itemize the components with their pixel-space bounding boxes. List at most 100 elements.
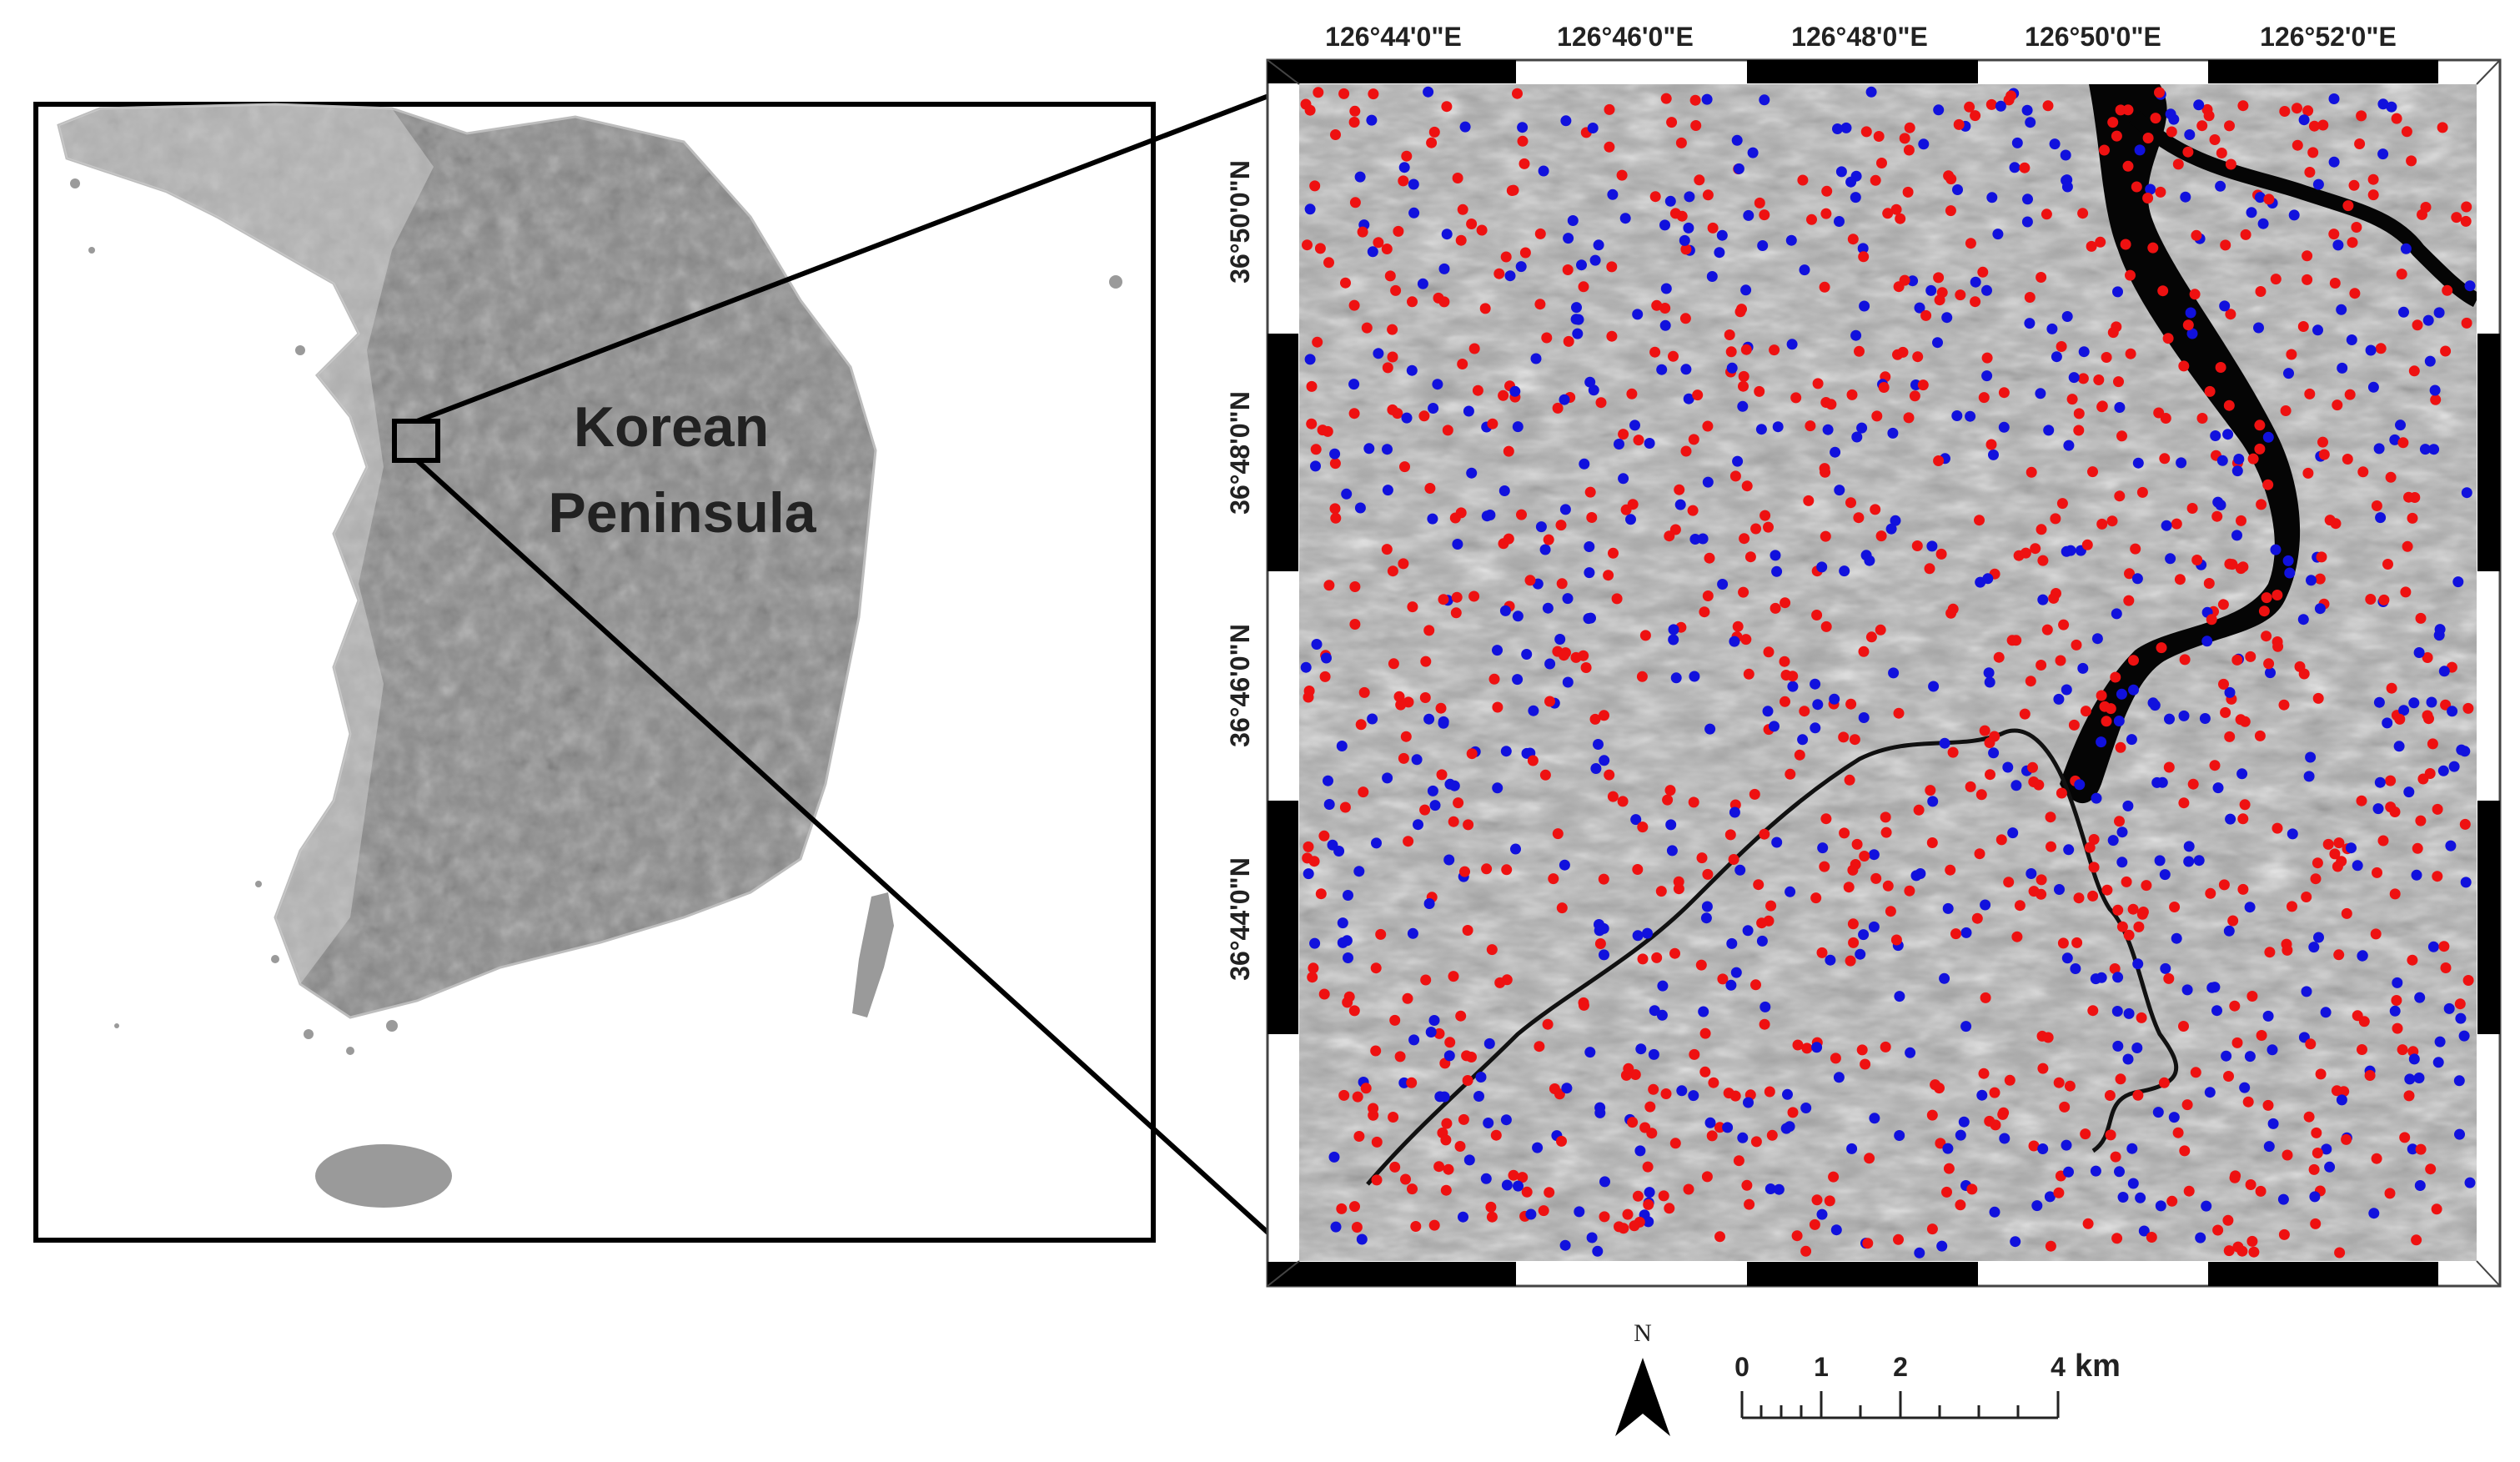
sample-point-blue bbox=[1530, 353, 1542, 364]
sample-point-red bbox=[2286, 349, 2297, 360]
sample-point-red bbox=[1604, 103, 1615, 115]
sample-point-blue bbox=[1701, 901, 1713, 912]
sample-point-blue bbox=[1976, 1089, 1988, 1101]
sample-point-red bbox=[2011, 931, 2023, 942]
sample-point-red bbox=[1696, 852, 1708, 864]
sample-point-red bbox=[2331, 1085, 2342, 1097]
sample-point-blue bbox=[1890, 515, 1901, 526]
sample-point-red bbox=[2461, 201, 2472, 213]
sample-point-red bbox=[2302, 105, 2314, 117]
sample-point-red bbox=[1904, 122, 1915, 133]
sample-point-red bbox=[2028, 1140, 2040, 1152]
sample-point-red bbox=[1304, 104, 1316, 116]
sample-point-red bbox=[1865, 631, 1877, 643]
sample-point-red bbox=[1860, 1058, 1871, 1070]
sample-point-blue bbox=[1659, 319, 1671, 331]
sample-point-red bbox=[1438, 594, 1449, 605]
sample-point-blue bbox=[1918, 138, 1930, 150]
sample-point-red bbox=[1555, 520, 1567, 531]
sample-point-blue bbox=[2464, 280, 2476, 292]
sample-point-red bbox=[1394, 1051, 1406, 1063]
sample-point-blue bbox=[2107, 835, 2119, 847]
sample-point-red bbox=[1724, 829, 1736, 841]
peninsula-label-line1: Korean bbox=[574, 395, 769, 459]
sample-point-blue bbox=[2061, 952, 2073, 964]
sample-point-blue bbox=[1785, 234, 1797, 246]
sample-point-blue bbox=[2270, 544, 2282, 555]
sample-point-red bbox=[1744, 551, 1756, 563]
sample-point-red bbox=[2166, 1195, 2178, 1207]
sample-point-red bbox=[2107, 117, 2119, 128]
sample-point-red bbox=[1312, 336, 1323, 348]
sample-point-red bbox=[1847, 918, 1859, 930]
sample-point-red bbox=[1870, 174, 1881, 186]
sample-point-red bbox=[1562, 264, 1574, 275]
sample-point-blue bbox=[1951, 410, 1963, 421]
sample-point-red bbox=[1675, 137, 1687, 148]
sample-point-blue bbox=[1714, 247, 1725, 259]
sample-point-blue bbox=[1726, 937, 1738, 949]
north-arrow: N bbox=[1615, 1319, 1670, 1436]
sample-point-red bbox=[2432, 803, 2443, 815]
sample-point-blue bbox=[1869, 1113, 1880, 1124]
sample-point-red bbox=[1382, 362, 1393, 374]
sample-point-blue bbox=[1498, 485, 1510, 496]
sample-point-red bbox=[1433, 1027, 1445, 1039]
sample-point-red bbox=[2086, 240, 2097, 252]
sample-point-blue bbox=[2456, 744, 2467, 756]
sample-point-red bbox=[1494, 977, 1506, 988]
sample-point-red bbox=[1639, 1122, 1651, 1133]
sample-point-blue bbox=[1800, 1103, 1812, 1113]
sample-point-red bbox=[2302, 467, 2314, 479]
sample-point-red bbox=[1552, 402, 1564, 414]
sample-point-blue bbox=[2199, 713, 2211, 724]
sample-point-blue bbox=[1425, 1027, 1437, 1037]
sample-point-red bbox=[1563, 335, 1574, 347]
sample-point-blue bbox=[2313, 932, 2324, 943]
sample-point-blue bbox=[1833, 1072, 1845, 1083]
sample-point-blue bbox=[1980, 899, 1991, 911]
sample-point-blue bbox=[2244, 1051, 2256, 1063]
sample-point-red bbox=[2397, 1044, 2408, 1056]
sample-point-red bbox=[1556, 1135, 1567, 1147]
sample-point-blue bbox=[2357, 950, 2368, 962]
sample-point-red bbox=[1659, 303, 1671, 314]
sample-point-red bbox=[1618, 429, 1629, 440]
sample-point-red bbox=[1926, 1223, 1938, 1235]
sample-point-red bbox=[2146, 1232, 2157, 1243]
sample-point-blue bbox=[1512, 421, 1524, 433]
sample-point-red bbox=[2415, 815, 2427, 826]
sample-point-blue bbox=[1887, 427, 1899, 439]
sample-point-red bbox=[2365, 594, 2377, 605]
sample-point-red bbox=[1534, 299, 1546, 310]
sample-point-red bbox=[2245, 651, 2256, 662]
sample-point-blue bbox=[2221, 1050, 2232, 1062]
sample-point-blue bbox=[1664, 195, 1676, 207]
sample-point-blue bbox=[1341, 488, 1353, 500]
sample-point-blue bbox=[1834, 216, 1845, 227]
sample-point-red bbox=[2064, 1080, 2076, 1092]
sample-point-red bbox=[2128, 655, 2139, 666]
sample-point-red bbox=[2096, 690, 2107, 701]
sample-point-blue bbox=[2254, 192, 2266, 203]
sample-point-red bbox=[1862, 1238, 1874, 1249]
sample-point-blue bbox=[2288, 209, 2300, 221]
sample-point-red bbox=[1516, 509, 1527, 520]
sample-point-red bbox=[1970, 110, 1981, 122]
sample-point-red bbox=[2045, 811, 2056, 823]
sample-point-red bbox=[1579, 999, 1589, 1011]
sample-point-blue bbox=[1300, 661, 1312, 673]
sample-point-blue bbox=[2377, 98, 2389, 110]
sample-point-red bbox=[1492, 701, 1503, 713]
sample-point-red bbox=[1743, 668, 1754, 680]
sample-point-red bbox=[2160, 413, 2171, 424]
sample-point-red bbox=[1329, 503, 1341, 515]
sample-point-blue bbox=[2452, 576, 2464, 588]
sample-point-blue bbox=[1851, 431, 1863, 443]
sample-point-blue bbox=[2180, 191, 2191, 203]
sample-point-blue bbox=[1406, 364, 1418, 376]
sample-point-blue bbox=[1463, 405, 1474, 417]
sample-point-red bbox=[1945, 205, 1956, 217]
sample-point-red bbox=[1838, 731, 1850, 743]
sample-point-blue bbox=[1942, 902, 1954, 914]
